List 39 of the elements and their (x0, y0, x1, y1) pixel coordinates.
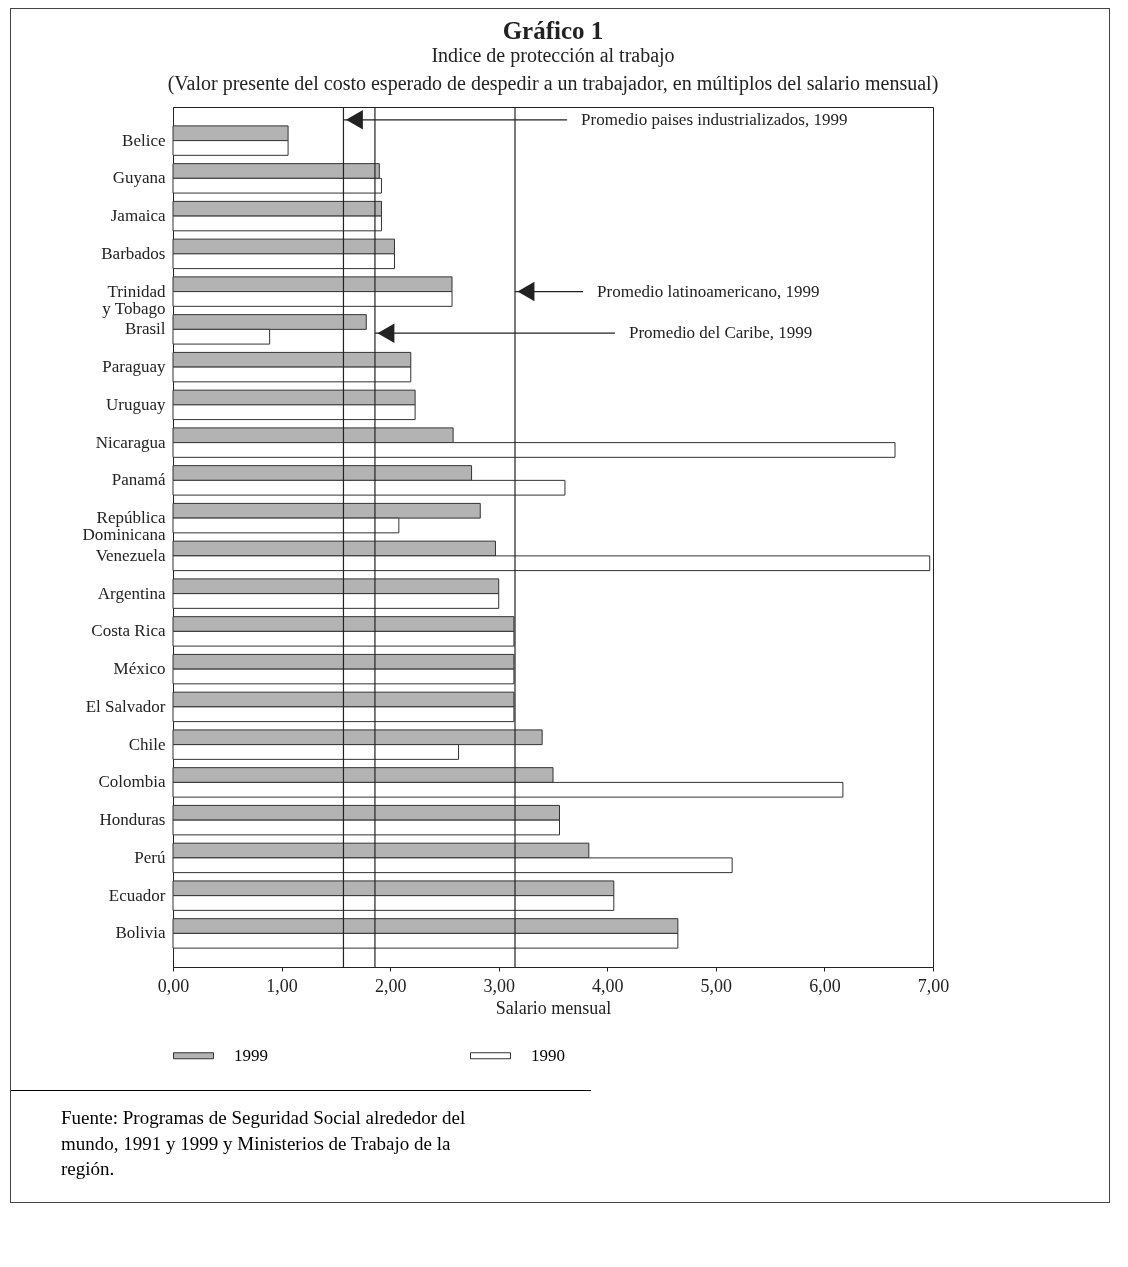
y-tick-label: Jamaica (110, 206, 166, 226)
y-tick-label: México (113, 659, 166, 679)
y-tick-label: Argentina (97, 583, 166, 603)
y-tick-label: Chile (128, 734, 166, 754)
legend-label: 1990 (531, 1045, 565, 1065)
y-tick-label: Paraguay (102, 357, 166, 377)
y-tick-label: Panamá (111, 470, 166, 490)
x-tick-label: 7,00 (917, 975, 950, 996)
y-tick-label: Ecuador (108, 885, 166, 905)
y-tick-label: Costa Rica (91, 621, 166, 641)
chart-title: Gráfico 1 (502, 17, 604, 45)
y-tick-label: Bolivia (115, 923, 166, 943)
x-tick-label: 4,00 (592, 975, 624, 996)
y-tick-label: Honduras (99, 810, 166, 830)
y-tick-label: Uruguay (106, 394, 166, 414)
y-tick-label: El Salvador (85, 696, 166, 716)
y-tick-label: Brasil (124, 319, 166, 339)
source-note: Fuente: Programas de Seguridad Social alrededor del mundo, 1991 y 1999 y Ministerios de Trabajo de la región. (61, 1106, 467, 1182)
y-tick-label: Perú (134, 847, 166, 867)
x-tick-label: 5,00 (700, 975, 733, 996)
y-tick-label: Belice (122, 130, 166, 150)
legend-label: 1999 (234, 1045, 268, 1065)
ref-line-label: Promedio paises industrializados, 1999 (581, 109, 848, 129)
y-tick-label: República Dominicana (82, 508, 166, 545)
y-tick-label: Guyana (112, 168, 166, 188)
y-tick-label: Barbados (101, 243, 166, 263)
y-tick-label: Venezuela (95, 545, 166, 565)
x-tick-label: 6,00 (809, 975, 841, 996)
y-tick-label: Colombia (98, 772, 166, 792)
y-tick-label: Trinidad y Tobago (102, 281, 166, 318)
chart-subtitle: Indice de protección al trabajo (Valor presente del costo esperado de despedir a un trabajador, en múltiplos del salario mensual) (167, 44, 939, 96)
x-tick-label: 0,00 (157, 975, 190, 996)
x-axis-title: Salario mensual (495, 997, 612, 1018)
y-tick-label: Nicaragua (95, 432, 166, 452)
x-tick-label: 2,00 (374, 975, 407, 996)
ref-line-label: Promedio del Caribe, 1999 (629, 323, 813, 343)
x-tick-label: 1,00 (266, 975, 298, 996)
ref-line-label: Promedio latinoamericano, 1999 (597, 281, 820, 301)
x-tick-label: 3,00 (483, 975, 515, 996)
